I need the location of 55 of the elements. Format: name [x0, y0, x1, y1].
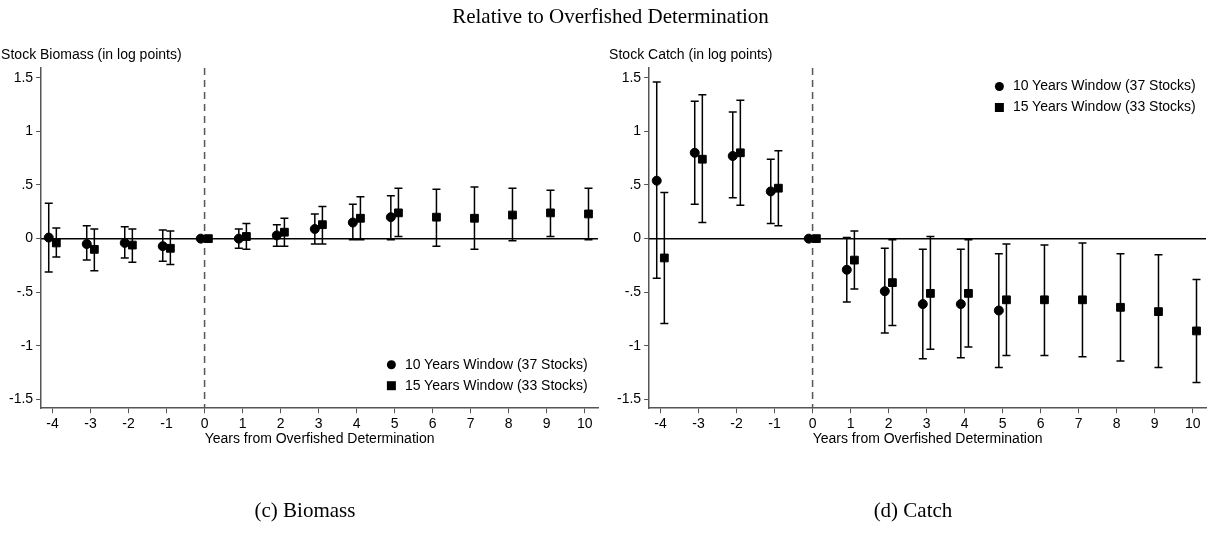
x-tick-label: 0 — [200, 415, 209, 432]
x-tick-label: 2 — [276, 415, 285, 432]
x-tick-label: 4 — [960, 415, 969, 432]
x-axis-title: Years from Overfished Determination — [204, 430, 435, 447]
legend-label: 10 Years Window (37 Stocks) — [1012, 77, 1196, 94]
x-tick-label: 3 — [314, 415, 323, 432]
x-axis-title: Years from Overfished Determination — [812, 430, 1043, 447]
x-tick-label: -2 — [730, 415, 743, 432]
x-tick-label: 8 — [504, 415, 513, 432]
y-tick-label: .5 — [629, 175, 642, 192]
x-tick-label: -2 — [122, 415, 135, 432]
y-tick-label: -1.5 — [617, 390, 642, 407]
y-tick-label: 1 — [633, 122, 642, 139]
y-tick-label: 1 — [25, 122, 34, 139]
x-tick-label: 8 — [1112, 415, 1121, 432]
y-tick-label: .5 — [21, 175, 34, 192]
x-tick-label: 5 — [390, 415, 399, 432]
x-tick-label: 5 — [998, 415, 1007, 432]
x-tick-label: 10 — [1184, 415, 1201, 432]
x-tick-label: -3 — [84, 415, 97, 432]
y-tick-label: 0 — [25, 229, 34, 246]
x-tick-label: 2 — [884, 415, 893, 432]
x-tick-label: 6 — [1036, 415, 1045, 432]
x-tick-label: 6 — [428, 415, 437, 432]
y-tick-label: -.5 — [16, 283, 34, 300]
text: (c) Biomass — [254, 498, 356, 522]
legend-label: 10 Years Window (37 Stocks) — [404, 355, 588, 372]
x-tick-label: 1 — [238, 415, 247, 432]
legend-label: 15 Years Window (33 Stocks) — [404, 376, 588, 393]
text: (d) Catch — [873, 498, 953, 522]
x-tick-label: 7 — [466, 415, 475, 432]
x-tick-label: 9 — [542, 415, 551, 432]
x-tick-label: -4 — [46, 415, 59, 432]
x-tick-label: 9 — [1150, 415, 1159, 432]
x-tick-label: 0 — [808, 415, 817, 432]
x-tick-label: 3 — [922, 415, 931, 432]
chart-title: Relative to Overfished Determination — [451, 4, 770, 29]
x-tick-label: 7 — [1074, 415, 1083, 432]
y-tick-label: 1.5 — [621, 68, 642, 85]
x-tick-label: 4 — [352, 415, 361, 432]
x-tick-label: -1 — [160, 415, 173, 432]
y-tick-label: -.5 — [624, 283, 642, 300]
y-axis-title: Stock Catch (in log points) — [609, 45, 773, 62]
x-tick-label: 1 — [846, 415, 855, 432]
x-tick-label: -4 — [654, 415, 667, 432]
x-tick-label: 10 — [576, 415, 593, 432]
y-tick-label: -1 — [628, 336, 642, 353]
y-axis-title: Stock Biomass (in log points) — [1, 45, 182, 62]
y-tick-label: -1.5 — [9, 390, 34, 407]
y-tick-label: 0 — [633, 229, 642, 246]
x-tick-label: -1 — [768, 415, 781, 432]
legend-label: 15 Years Window (33 Stocks) — [1012, 98, 1196, 115]
y-tick-label: -1 — [20, 336, 34, 353]
x-tick-label: -3 — [692, 415, 705, 432]
y-tick-label: 1.5 — [13, 68, 34, 85]
